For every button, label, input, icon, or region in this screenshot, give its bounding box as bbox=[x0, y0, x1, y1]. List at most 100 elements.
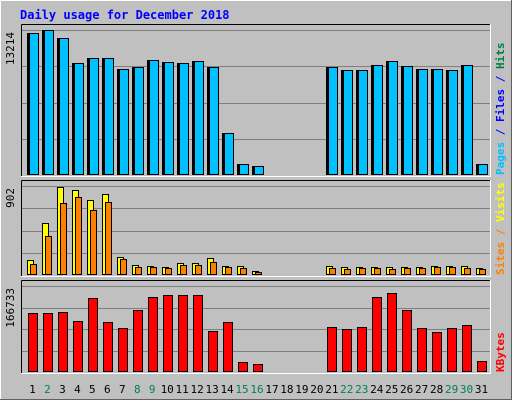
bar-sites bbox=[60, 203, 67, 275]
bar-kbytes bbox=[402, 310, 412, 372]
legend-segment: Hits bbox=[494, 43, 507, 70]
bar-kbytes bbox=[163, 295, 173, 372]
x-tick-label: 18 bbox=[280, 383, 293, 396]
x-tick-label: 7 bbox=[119, 383, 126, 396]
x-tick-label: 14 bbox=[220, 383, 234, 396]
x-tick-label: 25 bbox=[385, 383, 398, 396]
panel-plot-area bbox=[21, 180, 491, 277]
bar-sites bbox=[240, 268, 247, 275]
y-max-label: 902 bbox=[4, 188, 17, 208]
x-tick-label: 16 bbox=[250, 383, 263, 396]
legend-segment: Sites bbox=[494, 242, 507, 275]
bar-pages bbox=[209, 67, 219, 175]
bar-sites bbox=[180, 265, 187, 275]
bar-kbytes bbox=[462, 325, 472, 372]
x-tick-label: 15 bbox=[235, 383, 248, 396]
bar-sites bbox=[404, 268, 411, 275]
bar-pages bbox=[328, 67, 338, 175]
panel-plot-area bbox=[21, 280, 491, 374]
x-tick-label: 10 bbox=[161, 383, 174, 396]
bar-sites bbox=[45, 236, 52, 275]
bar-sites bbox=[464, 268, 471, 275]
legend-segment: KBytes bbox=[494, 332, 507, 372]
bar-pages bbox=[254, 166, 264, 175]
bar-pages bbox=[388, 61, 398, 175]
legend-segment: / bbox=[494, 69, 507, 89]
bar-sites bbox=[210, 262, 217, 275]
bar-pages bbox=[104, 58, 114, 175]
legend-label: Pages / Files / Hits bbox=[494, 43, 507, 176]
x-tick-label: 8 bbox=[134, 383, 141, 396]
bar-sites bbox=[120, 259, 127, 275]
bar-pages bbox=[343, 70, 353, 175]
series-sites bbox=[30, 197, 486, 275]
bar-pages bbox=[433, 69, 443, 175]
legend-label: Sites / Visits bbox=[494, 182, 507, 275]
chart-panels: 13214 Pages / Files / Hits 902 Sites / Visi… bbox=[4, 24, 507, 374]
legend-label: KBytes bbox=[494, 332, 507, 372]
bar-kbytes bbox=[447, 328, 457, 372]
bar-pages bbox=[29, 33, 39, 175]
bar-kbytes bbox=[342, 329, 352, 372]
bar-kbytes bbox=[43, 313, 53, 372]
x-tick-label: 2 bbox=[44, 383, 51, 396]
bar-pages bbox=[179, 63, 189, 175]
legend-segment: Pages bbox=[494, 142, 507, 175]
bar-pages bbox=[44, 30, 54, 175]
bar-kbytes bbox=[432, 332, 442, 372]
y-max-label: 13214 bbox=[4, 32, 17, 65]
x-tick-label: 1 bbox=[29, 383, 36, 396]
bar-pages bbox=[403, 66, 413, 175]
series-kbytes bbox=[28, 293, 487, 372]
x-tick-label: 28 bbox=[430, 383, 443, 396]
bar-kbytes bbox=[178, 295, 188, 372]
bar-kbytes bbox=[238, 362, 248, 372]
x-tick-label: 11 bbox=[176, 383, 189, 396]
bar-pages bbox=[358, 70, 368, 175]
bar-pages bbox=[463, 65, 473, 175]
x-tick-label: 3 bbox=[59, 383, 66, 396]
bar-pages bbox=[89, 58, 99, 175]
bar-sites bbox=[255, 272, 262, 275]
bar-pages bbox=[164, 62, 174, 175]
x-tick-label: 26 bbox=[400, 383, 413, 396]
bar-sites bbox=[479, 269, 486, 275]
x-tick-label: 17 bbox=[265, 383, 278, 396]
bar-sites bbox=[105, 202, 112, 275]
bar-kbytes bbox=[208, 331, 218, 372]
bar-pages bbox=[134, 67, 144, 175]
x-tick-label: 20 bbox=[310, 383, 323, 396]
legend-segment: / bbox=[494, 122, 507, 142]
bar-kbytes bbox=[223, 322, 233, 372]
bar-kbytes bbox=[28, 313, 38, 372]
panel-hits-files-pages: 13214 Pages / Files / Hits bbox=[4, 24, 507, 177]
y-max-label: 166733 bbox=[4, 288, 17, 328]
bar-sites bbox=[75, 197, 82, 275]
x-tick-label: 6 bbox=[104, 383, 111, 396]
x-tick-label: 9 bbox=[149, 383, 156, 396]
bar-kbytes bbox=[357, 327, 367, 372]
bar-sites bbox=[90, 210, 97, 275]
bar-sites bbox=[419, 268, 426, 275]
bar-pages bbox=[373, 65, 383, 175]
bar-kbytes bbox=[372, 297, 382, 372]
panel-visits-sites: 902 Sites / Visits bbox=[4, 180, 507, 277]
bar-pages bbox=[194, 61, 204, 175]
bar-sites bbox=[30, 264, 37, 275]
x-axis-labels: 1 2 3 4 5 6 7 8 9 10 11 12 13 14 15 16 17 18 19 20 21 22 23 24 2… bbox=[29, 383, 488, 396]
bar-sites bbox=[434, 267, 441, 275]
bar-pages bbox=[478, 164, 488, 175]
bar-sites bbox=[225, 267, 232, 275]
bar-sites bbox=[374, 268, 381, 275]
bar-sites bbox=[150, 267, 157, 275]
bar-pages bbox=[418, 69, 428, 175]
x-tick-label: 5 bbox=[89, 383, 96, 396]
bar-sites bbox=[389, 269, 396, 275]
bar-sites bbox=[344, 269, 351, 275]
bar-kbytes bbox=[103, 322, 113, 372]
panel-kbytes: 166733 KBytes bbox=[4, 280, 507, 374]
x-tick-label: 13 bbox=[205, 383, 218, 396]
bar-sites bbox=[165, 268, 172, 275]
